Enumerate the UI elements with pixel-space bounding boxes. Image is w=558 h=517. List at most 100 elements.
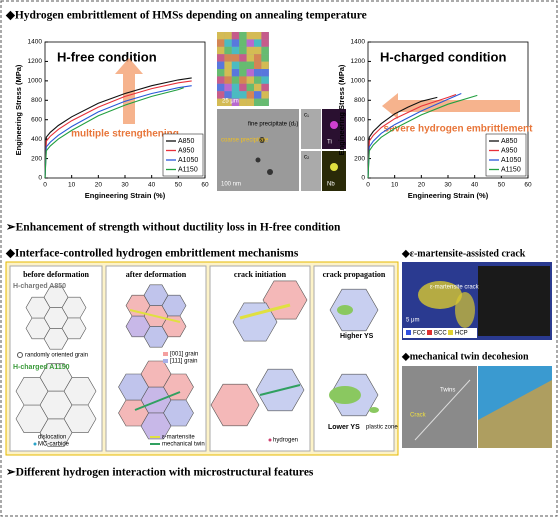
grain (224, 98, 232, 106)
y-axis-label: Engineering Stress (MPa) (14, 64, 23, 155)
grain (254, 98, 262, 106)
grain (246, 54, 254, 62)
grain (254, 32, 262, 40)
tem-image (217, 109, 299, 191)
legend-icon (427, 330, 432, 335)
grain (261, 69, 269, 77)
x-tick-label: 50 (498, 182, 506, 189)
grain (224, 61, 232, 69)
grain (254, 54, 262, 62)
legend-icon (268, 438, 272, 442)
label: mechanical twin (162, 442, 205, 448)
tem-scale: 100 nm (221, 182, 241, 188)
precipitate (255, 157, 261, 163)
ebsd-scale: 25 μm (222, 99, 239, 105)
grain (254, 69, 262, 77)
eps-region (455, 292, 475, 328)
annotation: multiple strengthening (71, 129, 179, 140)
kam-region (478, 380, 552, 448)
header-title: ◆Hydrogen embrittlement of HMSs dependin… (5, 10, 367, 22)
c1-image (301, 109, 321, 149)
grain (217, 39, 225, 47)
grain (246, 91, 254, 99)
y-axis-label: Engineering Stress (MPa) (337, 64, 346, 155)
y-tick-label: 800 (354, 97, 365, 104)
grain (261, 39, 269, 47)
label: Twins (440, 388, 455, 394)
x-axis-label: Engineering Strain (%) (408, 191, 489, 200)
x-tick-label: 10 (68, 182, 76, 189)
section-heading: ➢Enhancement of strength without ductili… (6, 222, 341, 234)
grain (261, 83, 269, 92)
grain (246, 98, 254, 106)
y-tick-label: 1200 (351, 58, 366, 65)
plastic-zone (337, 305, 353, 315)
grain (254, 39, 262, 47)
legend-icon (163, 359, 168, 363)
phase-legend (403, 328, 477, 338)
grain (143, 284, 169, 306)
grain (239, 69, 247, 77)
label: ε-martensite (162, 435, 195, 441)
plastic-zone-icon (369, 407, 379, 413)
y-tick-label: 0 (361, 175, 365, 182)
grain (254, 83, 262, 92)
grain (239, 32, 247, 40)
grain (261, 54, 269, 62)
precipitate (267, 169, 273, 175)
legend-icon (406, 330, 411, 335)
atomic-image (478, 266, 550, 336)
y-tick-label: 1400 (28, 39, 43, 46)
panel-title: after deformation (126, 270, 187, 279)
x-axis-label: Engineering Strain (%) (85, 191, 166, 200)
y-tick-label: 1000 (351, 78, 366, 85)
x-tick-label: 0 (366, 182, 370, 189)
grain (217, 32, 225, 40)
grain (210, 383, 260, 427)
grain (224, 83, 232, 92)
annotation-arrow (115, 58, 143, 124)
section-heading: ◆ε-martensite-assisted crack (401, 248, 526, 259)
x-tick-label: 20 (418, 182, 426, 189)
panel-title: crack initiation (234, 270, 287, 279)
chart-title: H-charged condition (380, 49, 506, 64)
grain (261, 91, 269, 99)
label: dislocation (38, 435, 66, 441)
x-tick-label: 20 (95, 182, 103, 189)
legend-label: A950 (501, 147, 517, 154)
y-tick-label: 0 (38, 175, 42, 182)
legend-label: A1150 (501, 166, 521, 173)
grain (254, 76, 262, 84)
series-line (44, 87, 184, 179)
panel-title: crack propagation (323, 270, 386, 279)
grain (261, 32, 269, 40)
section-heading: ◆Interface-controlled hydrogen embrittle… (5, 248, 299, 260)
series-line (44, 80, 192, 179)
grain (217, 76, 225, 84)
section-heading: ➢Different hydrogen interaction with mic… (6, 467, 314, 479)
y-tick-label: 200 (31, 155, 42, 162)
y-tick-label: 400 (31, 136, 42, 143)
y-tick-label: 400 (354, 136, 365, 143)
legend-label: A1050 (178, 157, 198, 164)
grain (39, 363, 73, 392)
label: BCC (434, 331, 447, 337)
grain (261, 98, 269, 106)
grain (246, 61, 254, 69)
label: MC-carbide (38, 442, 70, 448)
series-line (367, 92, 462, 179)
grain (231, 69, 240, 77)
eps-band (239, 303, 291, 320)
grain (239, 91, 247, 99)
y-tick-label: 600 (354, 116, 365, 123)
series-line (367, 93, 457, 179)
grain (217, 46, 225, 55)
series-line (367, 96, 438, 179)
scale-label: 5 μm (406, 318, 419, 324)
grain (254, 61, 262, 69)
grain (239, 76, 247, 84)
grain (254, 91, 262, 99)
grain (231, 32, 240, 40)
c2-image (301, 151, 321, 191)
